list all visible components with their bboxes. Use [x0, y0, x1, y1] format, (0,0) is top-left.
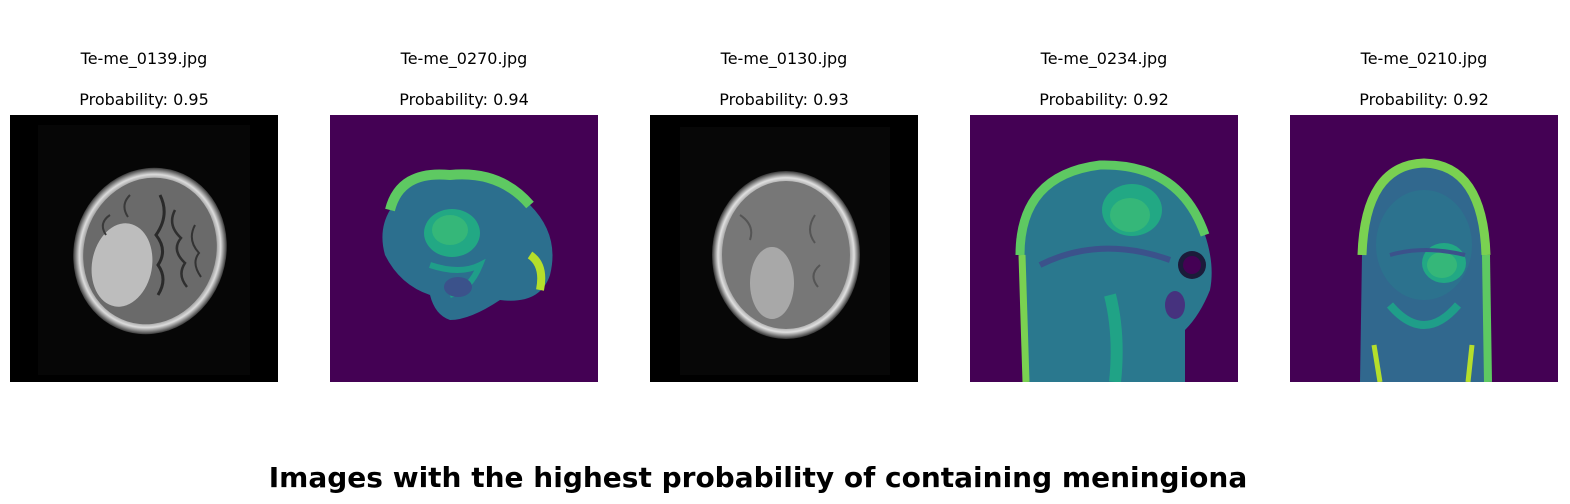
image-filename: Te-me_0234.jpg	[1040, 49, 1168, 68]
mri-scan-image	[330, 115, 598, 382]
image-panel-2: Te-me_0270.jpg Probability: 0.94	[330, 0, 598, 400]
mri-scan-image	[650, 115, 918, 382]
image-probability: Probability: 0.92	[1359, 90, 1489, 109]
image-probability: Probability: 0.95	[79, 90, 209, 109]
image-panel-4: Te-me_0234.jpg Probability: 0.92	[970, 0, 1238, 400]
image-panel-5: Te-me_0210.jpg Probability: 0.92	[1290, 0, 1558, 400]
image-filename: Te-me_0210.jpg	[1360, 49, 1488, 68]
mri-scan-image	[970, 115, 1238, 382]
image-filename: Te-me_0139.jpg	[80, 49, 208, 68]
image-probability: Probability: 0.92	[1039, 90, 1169, 109]
image-filename: Te-me_0270.jpg	[400, 49, 528, 68]
image-filename: Te-me_0130.jpg	[720, 49, 848, 68]
image-panel-1: Te-me_0139.jpg Probability: 0.95	[10, 0, 278, 400]
image-panel-3: Te-me_0130.jpg Probability: 0.93	[650, 0, 918, 400]
figure-title: Images with the highest probability of c…	[268, 461, 1248, 494]
image-probability: Probability: 0.93	[719, 90, 849, 109]
mri-scan-image	[10, 115, 278, 382]
mri-scan-image	[1290, 115, 1558, 382]
image-probability: Probability: 0.94	[399, 90, 529, 109]
